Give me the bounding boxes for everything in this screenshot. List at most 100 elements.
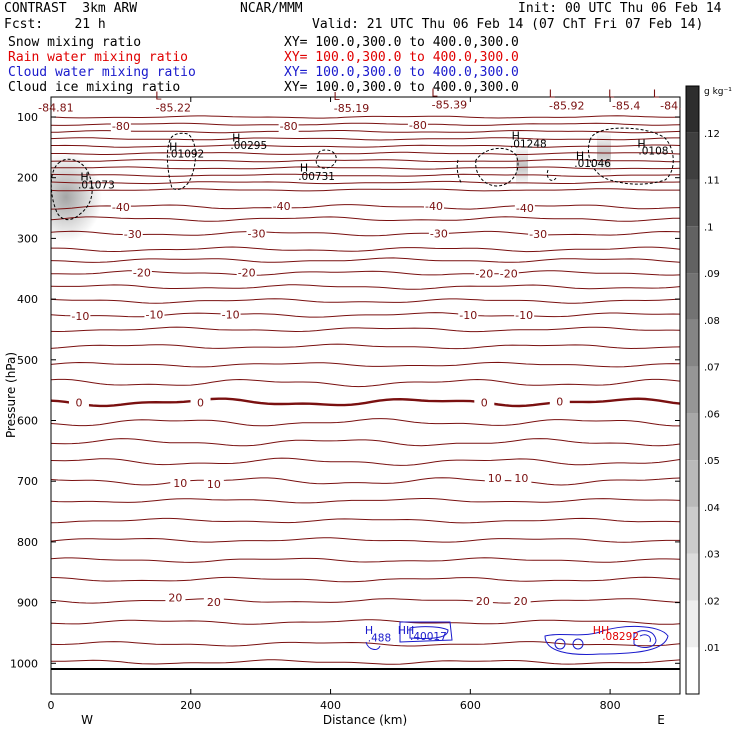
contour-label-bg	[110, 120, 131, 133]
contour-label: -10	[145, 308, 163, 321]
contour-label-bg	[458, 308, 479, 321]
isotherm-line	[51, 180, 680, 185]
isotherm-line	[51, 230, 680, 237]
high-marker: H	[365, 624, 373, 637]
contour-labels: -80 -80 -80-40 -40 -40 -40-30 -30 -30 -30-20 -20-…	[38, 86, 681, 644]
isotherm-line	[51, 270, 680, 276]
contour-label: -40	[425, 200, 443, 213]
contour-label: 0	[75, 396, 82, 409]
colorbar-frame	[685, 85, 700, 695]
cloud-water-contour	[399, 621, 453, 643]
field-name-cloud-water: Cloud water mixing ratio	[8, 65, 196, 80]
cloud-ice-contour	[166, 132, 196, 190]
contour-label: 20	[168, 592, 182, 605]
contour-label: 10	[488, 472, 502, 485]
contour-label-bg	[70, 310, 91, 323]
colorbar: .01 .02 .03 .04 .05 .06 .07 .08 .09 .1 .11 .12 g kg⁻…	[685, 85, 732, 695]
isotherm-line	[51, 477, 680, 486]
header-right-1: Init: 00 UTC Thu 06 Feb 14	[518, 1, 722, 16]
colorbar-tick-label: .09	[704, 269, 720, 280]
isotherm-line	[51, 641, 680, 647]
colorbar-segment	[686, 413, 699, 461]
colorbar-segment	[686, 132, 699, 180]
y-tick-label: 200	[17, 172, 38, 185]
field-xy-rain: XY= 100.0,300.0 to 400.0,300.0	[284, 50, 519, 65]
isotherm-line	[51, 517, 680, 524]
isotherm-line	[51, 361, 680, 368]
contour-label-bg	[246, 227, 267, 240]
isotherm-line	[51, 284, 680, 290]
contour-label: 0	[481, 396, 488, 409]
high-marker: H	[169, 140, 177, 153]
contour-label: -20	[475, 268, 493, 281]
cloud-water-contour	[365, 641, 381, 650]
colorbar-segment	[686, 647, 699, 694]
header-center-1: NCAR/MMM	[240, 1, 303, 16]
cloud-ice-contour	[51, 158, 93, 220]
y-tick-label: 1000	[10, 657, 38, 670]
colorbar-tick-label: .05	[704, 456, 720, 467]
y-tick-label: 900	[17, 597, 38, 610]
y-tick-label: 300	[17, 232, 38, 245]
contour-label: -30	[247, 228, 265, 241]
contour-label: -30	[529, 228, 547, 241]
low-value-label: -85.92	[549, 100, 584, 113]
contour-label-bg	[423, 200, 444, 213]
isotherm-line	[51, 129, 680, 134]
isotherm-line	[51, 257, 680, 263]
colorbar-segment	[686, 366, 699, 414]
contour-label-bg	[122, 228, 143, 241]
colorbar-tick-label: .01	[704, 643, 720, 654]
contour-label: 20	[514, 595, 528, 608]
isotherm-line	[51, 144, 680, 148]
east-label: E	[657, 713, 665, 727]
colorbar-tick-label: .11	[704, 176, 720, 187]
contour-label: -20	[238, 266, 256, 279]
contour-label: -30	[430, 228, 448, 241]
cloud-water-contour	[544, 625, 669, 655]
field-xy-snow: XY= 100.0,300.0 to 400.0,300.0	[284, 35, 519, 50]
high-marker: H	[232, 131, 240, 144]
low-value-label: -84.	[660, 100, 681, 113]
isotherm-line	[51, 457, 680, 466]
colorbar-tick-label: .08	[704, 316, 720, 327]
west-label: W	[81, 713, 93, 727]
header-left-1: CONTRAST 3km ARW	[4, 1, 138, 16]
isotherm-line	[51, 537, 680, 543]
cloud-water-contour	[409, 626, 449, 639]
colorbar-tick-label: .06	[704, 409, 720, 420]
isotherm-line	[51, 151, 680, 155]
cloud-ice-contour	[475, 147, 519, 187]
isotherm-line	[51, 188, 680, 192]
high-value-label: .08292	[602, 631, 639, 643]
contour-label-bg	[170, 477, 191, 490]
low-marker: L	[653, 88, 660, 101]
colorbar-segment	[686, 553, 699, 601]
high-marker: HH	[593, 624, 610, 637]
contour-label: -40	[516, 202, 534, 215]
contour-label: -80	[409, 119, 427, 132]
contour-label-bg	[278, 120, 299, 133]
colorbar-tick-label: .12	[704, 129, 720, 140]
isotherm-line	[51, 246, 680, 253]
isotherm-line	[51, 557, 680, 563]
colorbar-segment	[686, 319, 699, 367]
header-left-2: Fcst: 21 h	[4, 17, 106, 32]
isotherm-line	[51, 137, 680, 141]
contour-label-bg	[165, 591, 186, 604]
colorbar-segment	[686, 600, 699, 648]
contour-label-bg	[428, 227, 449, 240]
isotherm-line	[51, 115, 680, 119]
contour-label-bg	[511, 472, 532, 485]
high-value-label: .488	[368, 632, 391, 644]
colorbar-tick-label: .03	[704, 550, 720, 561]
colorbar-tick-label: .1	[704, 222, 714, 233]
isotherm-line	[51, 438, 680, 447]
contour-label-bg	[203, 595, 224, 608]
contour-label-bg	[549, 395, 570, 408]
x-tick-label: 400	[320, 699, 341, 712]
contour-label: -80	[280, 120, 298, 133]
low-value-label: -85.4	[612, 100, 640, 113]
field-xy-cloud-water: XY= 100.0,300.0 to 400.0,300.0	[284, 65, 519, 80]
isotherm-line	[51, 166, 680, 170]
